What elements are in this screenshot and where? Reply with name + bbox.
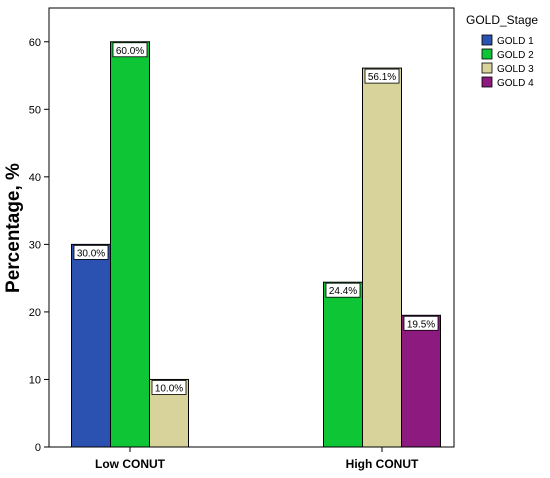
bar-gold-2-low-conut (110, 41, 150, 448)
y-tick-label: 20 (29, 307, 41, 319)
data-label-box (73, 244, 109, 260)
y-axis-ticks: 0 10 20 30 40 50 60 (29, 37, 49, 454)
data-label-box (325, 282, 361, 298)
data-labels: 30.0% 60.0% 10.0% 24.4% 56.1% 19.5% (73, 42, 439, 395)
x-axis-categories: Low CONUT High CONUT (95, 447, 419, 471)
y-tick-label: 10 (29, 374, 41, 386)
legend-swatch (481, 62, 493, 74)
x-category-label: High CONUT (346, 457, 419, 471)
bar-gold-1-low-conut (71, 243, 111, 448)
data-label: 56.1% (368, 72, 396, 83)
y-tick-label: 60 (29, 37, 41, 49)
data-label: 24.4% (329, 286, 357, 297)
legend-label: GOLD 1 (497, 36, 534, 47)
y-tick-label: 30 (29, 239, 41, 251)
data-label: 30.0% (77, 248, 105, 259)
data-label: 60.0% (116, 46, 144, 57)
bar-gold-3-high-conut (362, 67, 402, 448)
y-tick-label: 50 (29, 104, 41, 116)
legend: GOLD_Stage GOLD 1 GOLD 2 GOLD 3 GOLD 4 (466, 13, 538, 89)
legend-label: GOLD 3 (497, 64, 534, 75)
data-label-box (364, 68, 400, 84)
y-tick-label: 0 (35, 442, 41, 454)
legend-swatch (481, 76, 493, 88)
data-label-box (112, 42, 148, 58)
legend-title: GOLD_Stage (466, 13, 538, 27)
x-category-label: Low CONUT (95, 457, 166, 471)
legend-label: GOLD 4 (497, 78, 534, 89)
data-label: 10.0% (155, 383, 183, 394)
y-tick-label: 40 (29, 172, 41, 184)
plot-frame (48, 7, 455, 448)
data-label: 19.5% (407, 319, 435, 330)
bar-gold-2-high-conut (323, 281, 363, 448)
legend-swatch (481, 48, 493, 60)
legend-swatch (481, 34, 493, 46)
legend-label: GOLD 2 (497, 50, 534, 61)
data-label-box (151, 380, 187, 395)
legend-items: GOLD 1 GOLD 2 GOLD 3 GOLD 4 (481, 34, 534, 89)
bars (71, 41, 441, 448)
data-label-box (403, 315, 439, 331)
bar-gold-4-high-conut (401, 314, 441, 448)
y-axis-label: Percentage, % (3, 163, 24, 293)
